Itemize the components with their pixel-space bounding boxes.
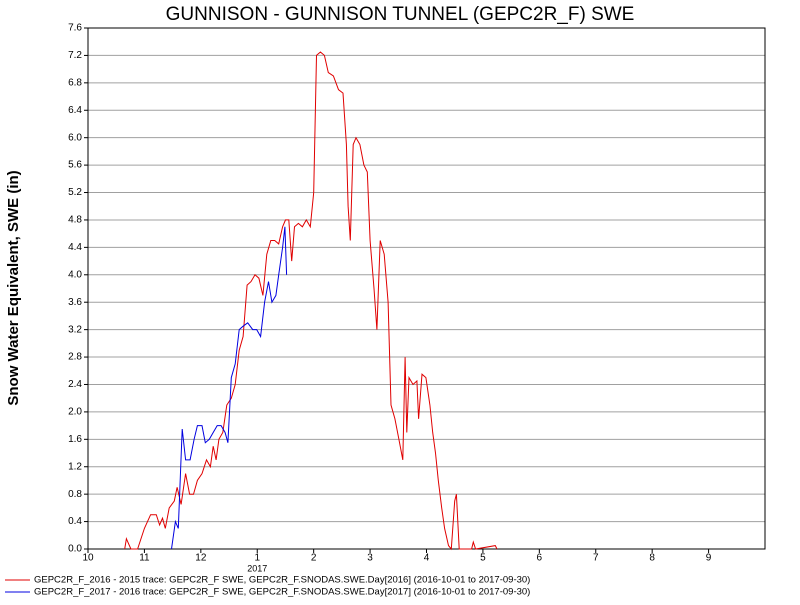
chart-title: GUNNISON - GUNNISON TUNNEL (GEPC2R_F) SW…: [166, 4, 635, 25]
y-tick-label: 6.8: [68, 77, 82, 88]
plot-border: [87, 27, 766, 550]
y-tick-label: 4.0: [68, 269, 82, 280]
x-tick-label: 2: [311, 553, 317, 564]
y-tick-label: 6.0: [68, 132, 82, 143]
x-tick-label: 8: [649, 553, 655, 564]
y-tick-label: 4.4: [68, 242, 82, 253]
x-tick-label: 4: [424, 553, 430, 564]
y-tick-label: 5.6: [68, 160, 82, 171]
y-tick-label: 2.0: [68, 407, 82, 418]
x-tick-label: 9: [706, 553, 712, 564]
x-tick-label: 12: [195, 553, 207, 564]
y-tick-label: 1.2: [68, 461, 82, 472]
series-line: [124, 51, 498, 551]
plot-area: [87, 27, 766, 550]
x-tick-label: 3: [367, 553, 373, 564]
y-tick-label: 3.2: [68, 324, 82, 335]
legend-label: GEPC2R_F_2017 - 2016 trace: GEPC2R_F SWE…: [34, 587, 530, 598]
x-tick-label: 11: [139, 553, 150, 564]
y-tick-label: 3.6: [68, 297, 82, 308]
y-axis-label: Snow Water Equivalent, SWE (in): [5, 170, 22, 405]
legend-label: GEPC2R_F_2016 - 2015 trace: GEPC2R_F SWE…: [34, 575, 530, 586]
y-tick-label: 7.6: [68, 23, 82, 34]
y-tick-label: 7.2: [68, 50, 82, 61]
x-tick-label: 1: [254, 553, 260, 564]
y-tick-label: 6.4: [68, 105, 82, 116]
y-tick-label: 2.4: [68, 379, 82, 390]
x-tick-label: 5: [480, 553, 486, 564]
x-tick-label: 10: [82, 553, 94, 564]
y-tick-label: 5.2: [68, 187, 82, 198]
y-tick-label: 4.8: [68, 215, 82, 226]
y-tick-label: 1.6: [68, 434, 82, 445]
y-tick-label: 0.0: [68, 544, 82, 555]
series-line: [171, 226, 288, 550]
y-tick-label: 2.8: [68, 352, 82, 363]
y-tick-label: 0.8: [68, 489, 82, 500]
year-label: 2017: [247, 563, 267, 573]
x-tick-label: 7: [593, 553, 599, 564]
y-tick-label: 0.4: [68, 516, 82, 527]
x-tick-label: 6: [537, 553, 543, 564]
